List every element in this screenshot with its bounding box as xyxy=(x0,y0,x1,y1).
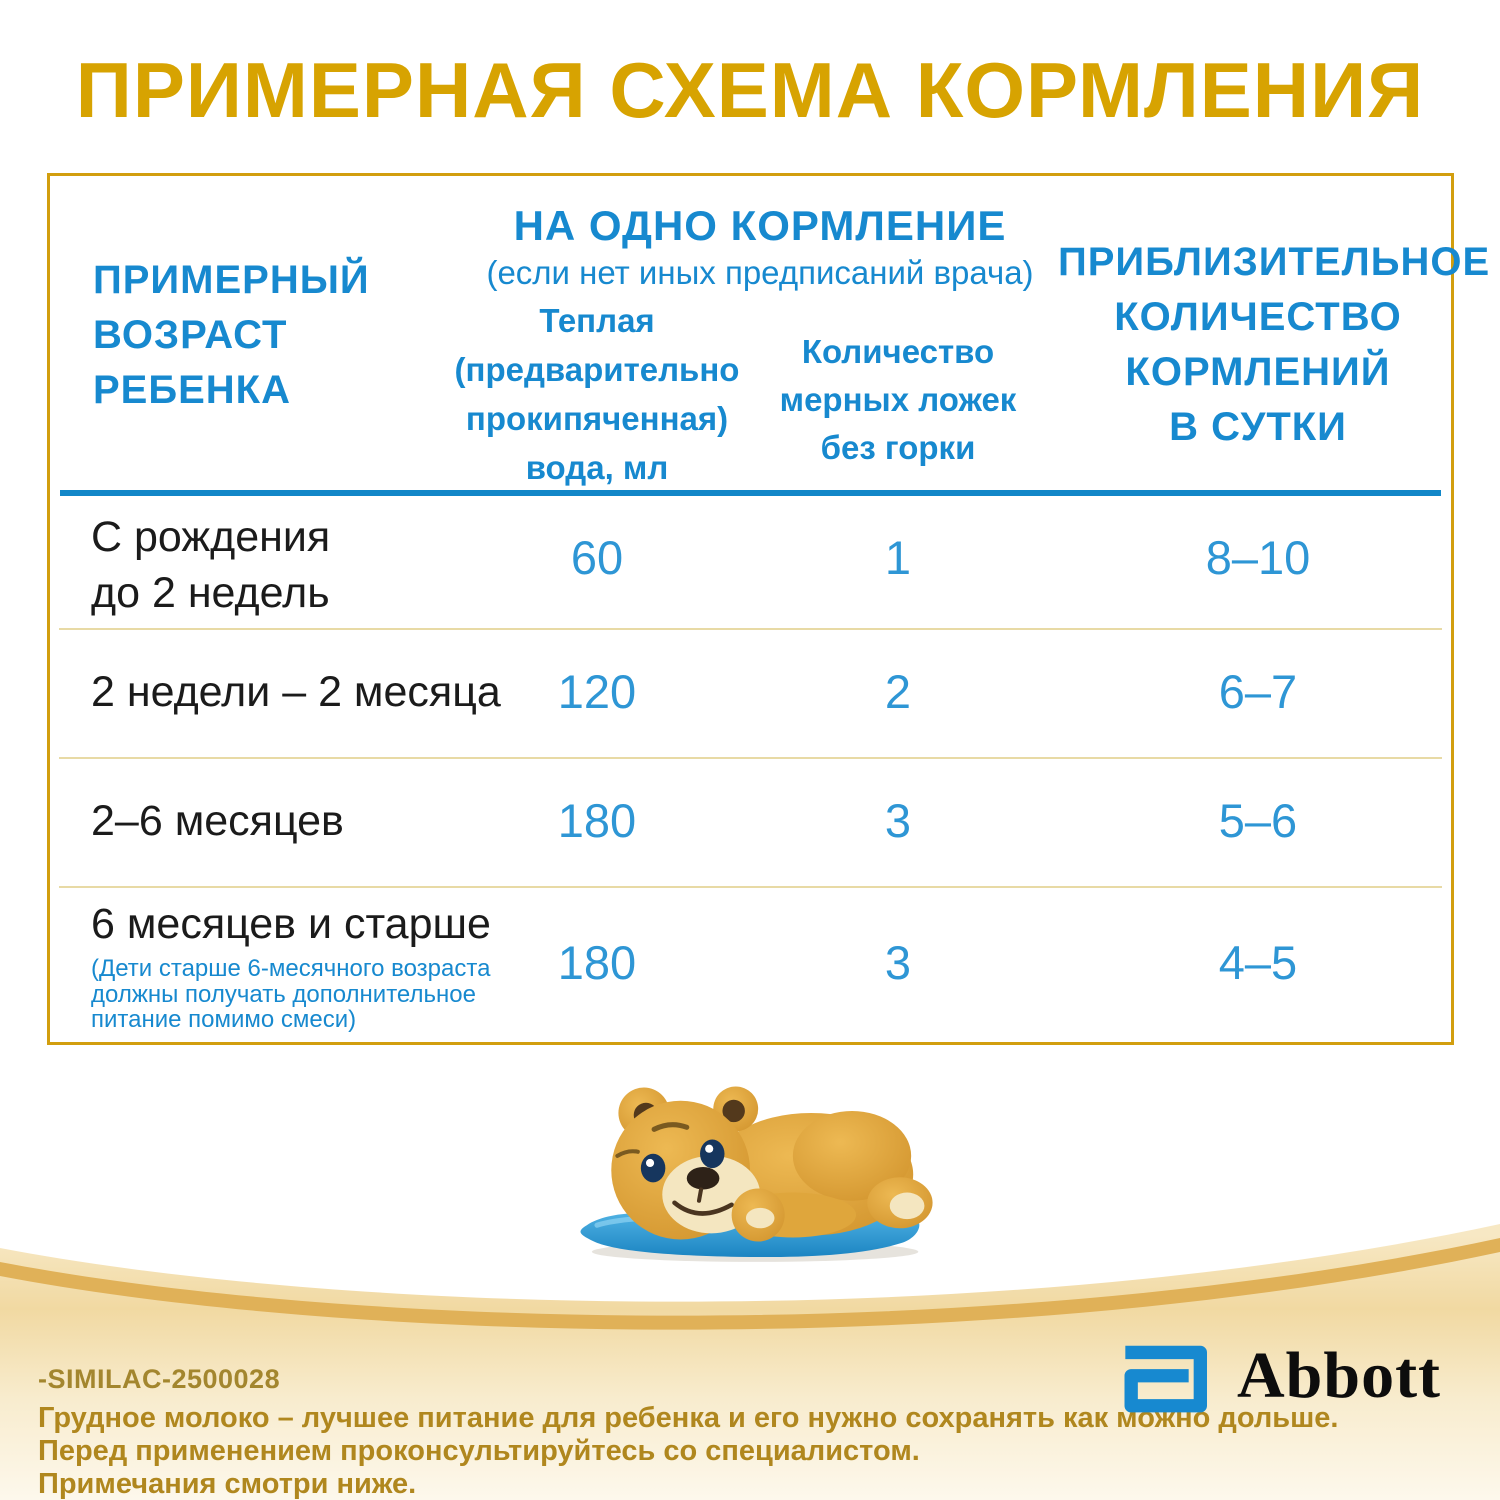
disclaimer-text: Грудное молоко – лучшее питание для ребе… xyxy=(38,1402,1339,1500)
table-row-spoons: 3 xyxy=(884,794,912,847)
column-header-spoons: Количество мерных ложек без горки xyxy=(779,333,1017,466)
row-separator xyxy=(59,757,1442,759)
product-code: -SIMILAC-2500028 xyxy=(38,1364,281,1394)
table-row-water: 120 xyxy=(557,665,637,718)
table-row-feedings: 6–7 xyxy=(1218,665,1298,718)
teddy-bear-illustration xyxy=(580,1086,933,1262)
table-row-age: 2–6 месяцев xyxy=(91,797,344,845)
table-row-feedings: 4–5 xyxy=(1218,936,1298,989)
table-row-feedings: 5–6 xyxy=(1218,794,1298,847)
table-row-water: 180 xyxy=(557,936,637,989)
wave-band-decoration xyxy=(0,1224,1500,1500)
abbott-a-icon xyxy=(1124,1345,1207,1413)
row-separator xyxy=(59,628,1442,630)
table-row-age: С рождения до 2 недель xyxy=(91,513,331,617)
table-row-age-note: (Дети старше 6-месячного возраста должны… xyxy=(91,955,491,1033)
group-subheader-doctor-note: (если нет иных предписаний врача) xyxy=(486,254,1034,291)
feeding-table: ПРИМЕРНЫЙ ВОЗРАСТ РЕБЕНКА НА ОДНО КОРМЛЕ… xyxy=(47,173,1489,1045)
column-header-water: Теплая (предварительно прокипяченная) во… xyxy=(454,302,740,486)
table-row-water: 180 xyxy=(557,794,637,847)
abbott-wordmark: Abbott xyxy=(1237,1339,1442,1412)
table-row-spoons: 1 xyxy=(884,531,912,584)
group-header-per-feeding: НА ОДНО КОРМЛЕНИЕ xyxy=(513,202,1007,249)
column-header-feedings-per-day: ПРИБЛИЗИТЕЛЬНОЕ КОЛИЧЕСТВО КОРМЛЕНИЙ В С… xyxy=(1058,240,1491,449)
abbott-logo: Abbott xyxy=(1117,1338,1462,1433)
page-title: ПРИМЕРНАЯ СХЕМА КОРМЛЕНИЯ xyxy=(75,46,1425,134)
table-row-age: 6 месяцев и старше xyxy=(91,900,491,948)
header-divider-line xyxy=(60,490,1441,496)
table-row-water: 60 xyxy=(570,531,624,584)
table-row-feedings: 8–10 xyxy=(1205,531,1311,584)
table-row-spoons: 3 xyxy=(884,936,912,989)
table-row-spoons: 2 xyxy=(884,665,912,718)
column-header-age: ПРИМЕРНЫЙ ВОЗРАСТ РЕБЕНКА xyxy=(93,258,370,412)
table-row-age: 2 недели – 2 месяца xyxy=(91,668,501,716)
row-separator xyxy=(59,886,1442,888)
